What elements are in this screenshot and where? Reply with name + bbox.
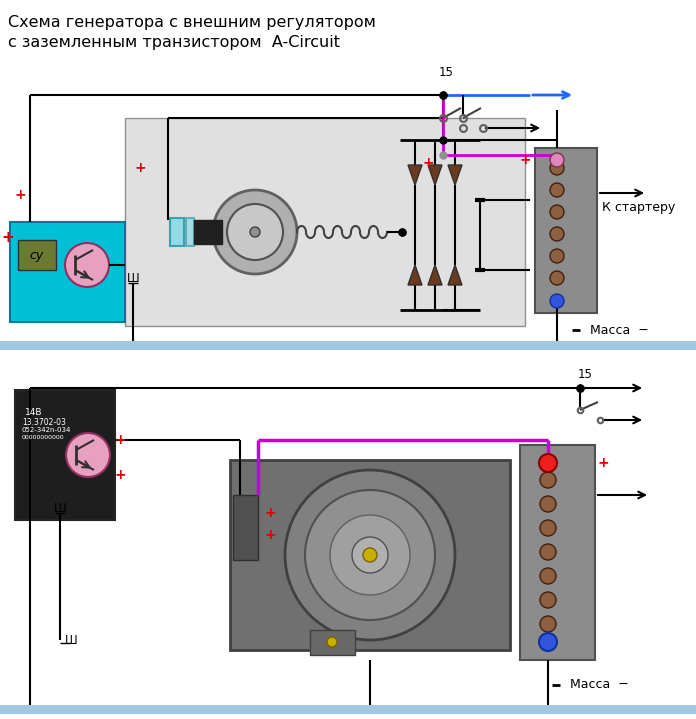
Text: +: + [264, 528, 276, 542]
Polygon shape [408, 265, 422, 285]
Circle shape [550, 161, 564, 175]
Bar [18, 240, 56, 270]
Text: Ш: Ш [54, 501, 66, 515]
Circle shape [305, 490, 435, 620]
Text: 00000000000: 00000000000 [22, 435, 65, 440]
Text: 15: 15 [438, 66, 453, 80]
Circle shape [285, 470, 455, 640]
Text: Масса  −: Масса − [590, 324, 649, 336]
Text: Ш: Ш [65, 633, 78, 646]
Circle shape [540, 472, 556, 488]
Circle shape [540, 568, 556, 584]
Circle shape [327, 637, 337, 647]
Polygon shape [448, 265, 462, 285]
Circle shape [550, 294, 564, 308]
Circle shape [540, 520, 556, 536]
Circle shape [540, 616, 556, 632]
Polygon shape [428, 165, 442, 185]
Text: +: + [14, 188, 26, 202]
Bar [170, 218, 184, 246]
Bar [10, 222, 125, 322]
Bar [0, 341, 696, 350]
Bar [0, 705, 696, 714]
Circle shape [540, 592, 556, 608]
Polygon shape [230, 460, 510, 650]
Text: +: + [597, 456, 609, 470]
Text: Схема генератора с внешним регулятором: Схема генератора с внешним регулятором [8, 15, 376, 30]
Bar [520, 445, 595, 660]
Text: К стартеру: К стартеру [602, 201, 675, 214]
Circle shape [539, 633, 557, 651]
Bar [194, 220, 222, 244]
Bar [310, 630, 355, 655]
Text: су: су [30, 249, 44, 262]
Text: 052-342n-034: 052-342n-034 [22, 427, 72, 433]
Polygon shape [408, 165, 422, 185]
Text: +: + [264, 506, 276, 520]
Polygon shape [448, 165, 462, 185]
Circle shape [540, 496, 556, 512]
Circle shape [66, 433, 110, 477]
Circle shape [540, 544, 556, 560]
Circle shape [550, 205, 564, 219]
Circle shape [550, 271, 564, 285]
Circle shape [550, 249, 564, 263]
Text: +: + [422, 156, 434, 170]
Text: +: + [519, 153, 531, 167]
Text: Масса  −: Масса − [570, 679, 628, 692]
Circle shape [539, 454, 557, 472]
Text: +: + [134, 161, 146, 175]
Circle shape [250, 227, 260, 237]
Circle shape [213, 190, 297, 274]
Text: с заземленным транзистором  A-Circuit: с заземленным транзистором A-Circuit [8, 35, 340, 50]
Circle shape [550, 183, 564, 197]
Bar [186, 218, 194, 246]
Text: Ш: Ш [127, 272, 139, 285]
Circle shape [352, 537, 388, 573]
Bar [535, 148, 597, 313]
Text: 13.3702-03: 13.3702-03 [22, 418, 66, 427]
Text: 15: 15 [578, 369, 592, 382]
Circle shape [363, 548, 377, 562]
Circle shape [227, 204, 283, 260]
Circle shape [65, 243, 109, 287]
Bar [125, 118, 525, 326]
Polygon shape [428, 265, 442, 285]
Circle shape [330, 515, 410, 595]
Circle shape [550, 227, 564, 241]
Text: 14В: 14В [25, 408, 42, 417]
Circle shape [550, 153, 564, 167]
Text: +: + [114, 468, 126, 482]
Text: +: + [1, 229, 15, 244]
Bar [233, 495, 258, 560]
Bar [15, 390, 115, 520]
Text: +: + [114, 433, 126, 447]
